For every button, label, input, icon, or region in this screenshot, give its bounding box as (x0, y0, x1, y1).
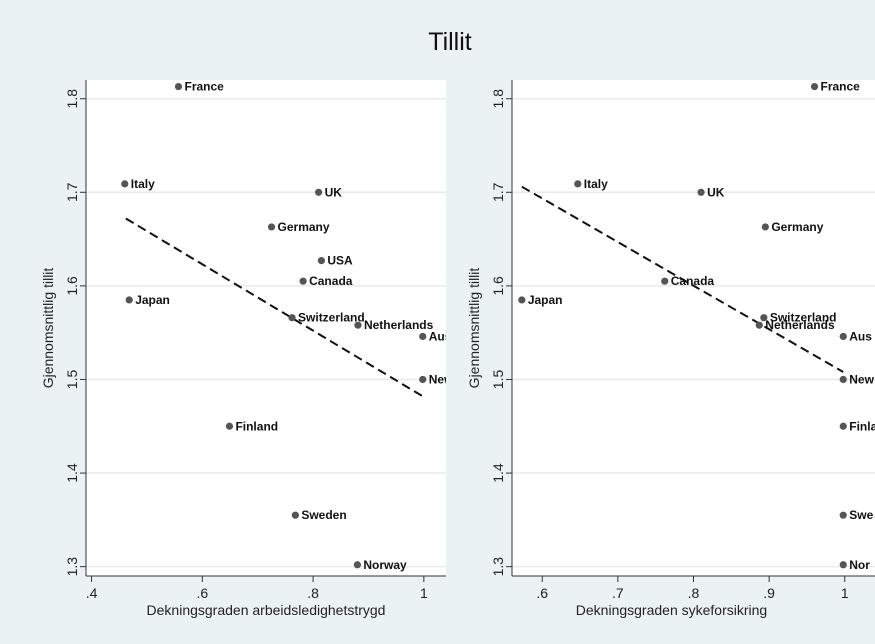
data-point (755, 321, 763, 329)
x-tick-label: .8 (307, 585, 319, 601)
y-tick-label: 1.5 (490, 370, 506, 390)
plot-marks: France Italy UK Germany Canada Japan Switzerla… (518, 80, 875, 572)
y-tick-label: 1.4 (490, 463, 506, 483)
data-point (419, 375, 427, 384)
data-point (839, 561, 847, 569)
data-point (225, 422, 234, 430)
point-label: UK (325, 185, 343, 199)
point-label: Norway (363, 558, 407, 572)
point-label: Sweden (301, 508, 346, 522)
point-label: Canada (309, 274, 353, 288)
y-tick-label: 1.5 (64, 370, 80, 390)
point-label: Netherlands (765, 318, 835, 332)
plot-area (86, 80, 446, 576)
y-tick-label: 1.4 (64, 463, 80, 483)
point-label: Germany (771, 220, 823, 234)
x-tick-label: 1 (841, 585, 849, 601)
point-label: Nor (849, 558, 870, 572)
data-point (267, 223, 276, 231)
point-label: Aus (849, 329, 872, 343)
point-label: New (849, 372, 874, 386)
chart-title: Tillit (428, 28, 472, 56)
chart-panel-2: 1.3 1.4 1.5 1.6 1.7 1.8 .6 .7 .8 .9 1 Dekningsgrade… (466, 80, 875, 618)
y-tick-label: 1.8 (490, 89, 506, 109)
data-point (291, 511, 299, 519)
y-tick-label: 1.7 (64, 182, 80, 202)
x-tick-label: 1 (420, 585, 428, 601)
plot-area (512, 80, 875, 576)
y-tick-label: 1.6 (490, 276, 506, 296)
x-axis-label: Dekningsgraden arbeidsledighetstrygd (147, 602, 386, 618)
point-label: New (429, 372, 454, 386)
plot-marks: France Italy UK Germany USA Canada Japan Switze… (121, 80, 454, 572)
data-point (839, 511, 847, 519)
data-point (697, 188, 705, 196)
x-tick-label: .4 (86, 585, 98, 601)
data-point (315, 188, 323, 196)
point-label: Canada (671, 274, 715, 288)
point-label: Italy (584, 177, 608, 191)
data-point (353, 561, 361, 569)
data-point (810, 82, 819, 91)
data-point (661, 277, 669, 285)
y-tick-label: 1.8 (64, 89, 80, 109)
data-point (288, 314, 296, 322)
point-label: Japan (135, 293, 170, 307)
x-tick-label: .7 (612, 585, 624, 601)
point-label: UK (707, 185, 725, 199)
data-point (174, 82, 183, 91)
x-tick-label: .6 (536, 585, 548, 601)
data-point (121, 180, 129, 188)
point-label: Germany (278, 220, 330, 234)
point-label: France (184, 80, 224, 94)
y-tick-label: 1.3 (64, 557, 80, 577)
y-axis-label: Gjennomsnittlig tillit (466, 268, 482, 389)
y-axis-label: Gjennomsnittlig tillit (40, 268, 56, 389)
data-point (419, 332, 427, 341)
point-label: Switzerland (298, 311, 365, 325)
fit-line (125, 217, 424, 398)
point-label: Netherlands (364, 318, 434, 332)
point-label: Finla (849, 419, 875, 433)
point-label: Aus (429, 329, 452, 343)
chart-panel-1: 1.3 1.4 1.5 1.6 1.7 1.8 .4 .6 .8 1 Dekningsgraden … (40, 80, 454, 618)
data-point (839, 375, 847, 384)
x-axis-label: Dekningsgraden sykeforsikring (576, 602, 767, 618)
point-label: Switzerland (770, 311, 837, 325)
point-label: Finland (235, 419, 278, 433)
point-label: USA (327, 254, 353, 268)
x-tick-label: .6 (196, 585, 208, 601)
data-point (299, 277, 307, 285)
x-tick-label: .8 (688, 585, 700, 601)
y-tick-label: 1.7 (490, 182, 506, 202)
point-label: Italy (131, 177, 155, 191)
x-tick-label: .9 (763, 585, 775, 601)
data-point (125, 296, 133, 304)
y-tick-label: 1.3 (490, 557, 506, 577)
data-point (317, 257, 325, 265)
data-point (574, 180, 582, 188)
fit-line (521, 185, 844, 373)
y-tick-label: 1.6 (64, 276, 80, 296)
data-point (518, 296, 526, 304)
data-point (839, 332, 847, 341)
point-label: France (821, 80, 861, 94)
point-label: Japan (528, 293, 563, 307)
data-point (761, 223, 769, 231)
point-label: Swe (849, 508, 873, 522)
data-point (839, 422, 847, 430)
data-point (354, 321, 362, 329)
data-point (760, 314, 768, 322)
